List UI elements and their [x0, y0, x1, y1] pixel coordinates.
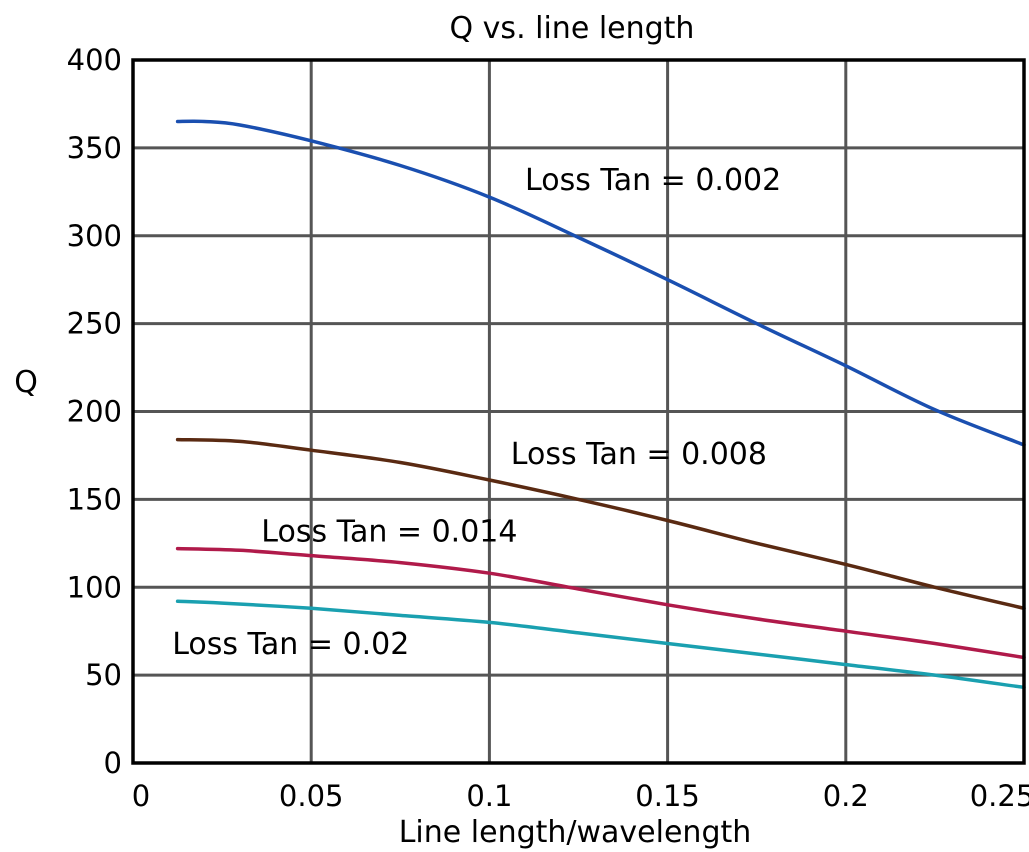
y-tick-label-0: 0 [104, 746, 122, 780]
y-tick-label-5: 250 [67, 307, 122, 341]
y-axis-label: Q [14, 365, 38, 400]
x-axis-label: Line length/wavelength [399, 815, 752, 850]
x-tick-label-3: 0.15 [635, 779, 700, 813]
series-label-0: Loss Tan = 0.002 [525, 163, 781, 198]
series-label-3: Loss Tan = 0.02 [172, 627, 409, 662]
x-tick-label-4: 0.2 [823, 779, 869, 813]
series-labels: Loss Tan = 0.002 Loss Tan = 0.008 Loss Tan… [172, 163, 781, 662]
x-tick-label-0: 0 [132, 779, 150, 813]
y-tick-label-4: 200 [67, 395, 122, 429]
series-label-1: Loss Tan = 0.008 [511, 437, 767, 472]
x-tick-label-1: 0.05 [279, 779, 344, 813]
series-line-0 [175, 119, 1026, 447]
y-tick-label-1: 50 [85, 658, 122, 692]
chart-title: Q vs. line length [450, 11, 695, 46]
series-label-2: Loss Tan = 0.014 [261, 515, 517, 550]
series-line-2 [175, 546, 1026, 660]
x-tick-label-5: 0.25 [970, 779, 1029, 813]
y-tick-label-6: 300 [67, 219, 122, 253]
y-tick-label-2: 100 [67, 570, 122, 604]
tick-labels: 0 0.05 0.1 0.15 0.2 0.25 0 50 100 150 200 250 300 350… [67, 43, 1029, 813]
y-tick-label-3: 150 [67, 482, 122, 516]
series-line-1 [175, 437, 1026, 611]
y-tick-label-8: 400 [67, 43, 122, 77]
x-tick-label-2: 0.1 [466, 779, 512, 813]
plot-frame [131, 58, 1026, 765]
y-tick-label-7: 350 [67, 131, 122, 165]
series-group [175, 119, 1026, 690]
series-line-3 [175, 599, 1026, 690]
